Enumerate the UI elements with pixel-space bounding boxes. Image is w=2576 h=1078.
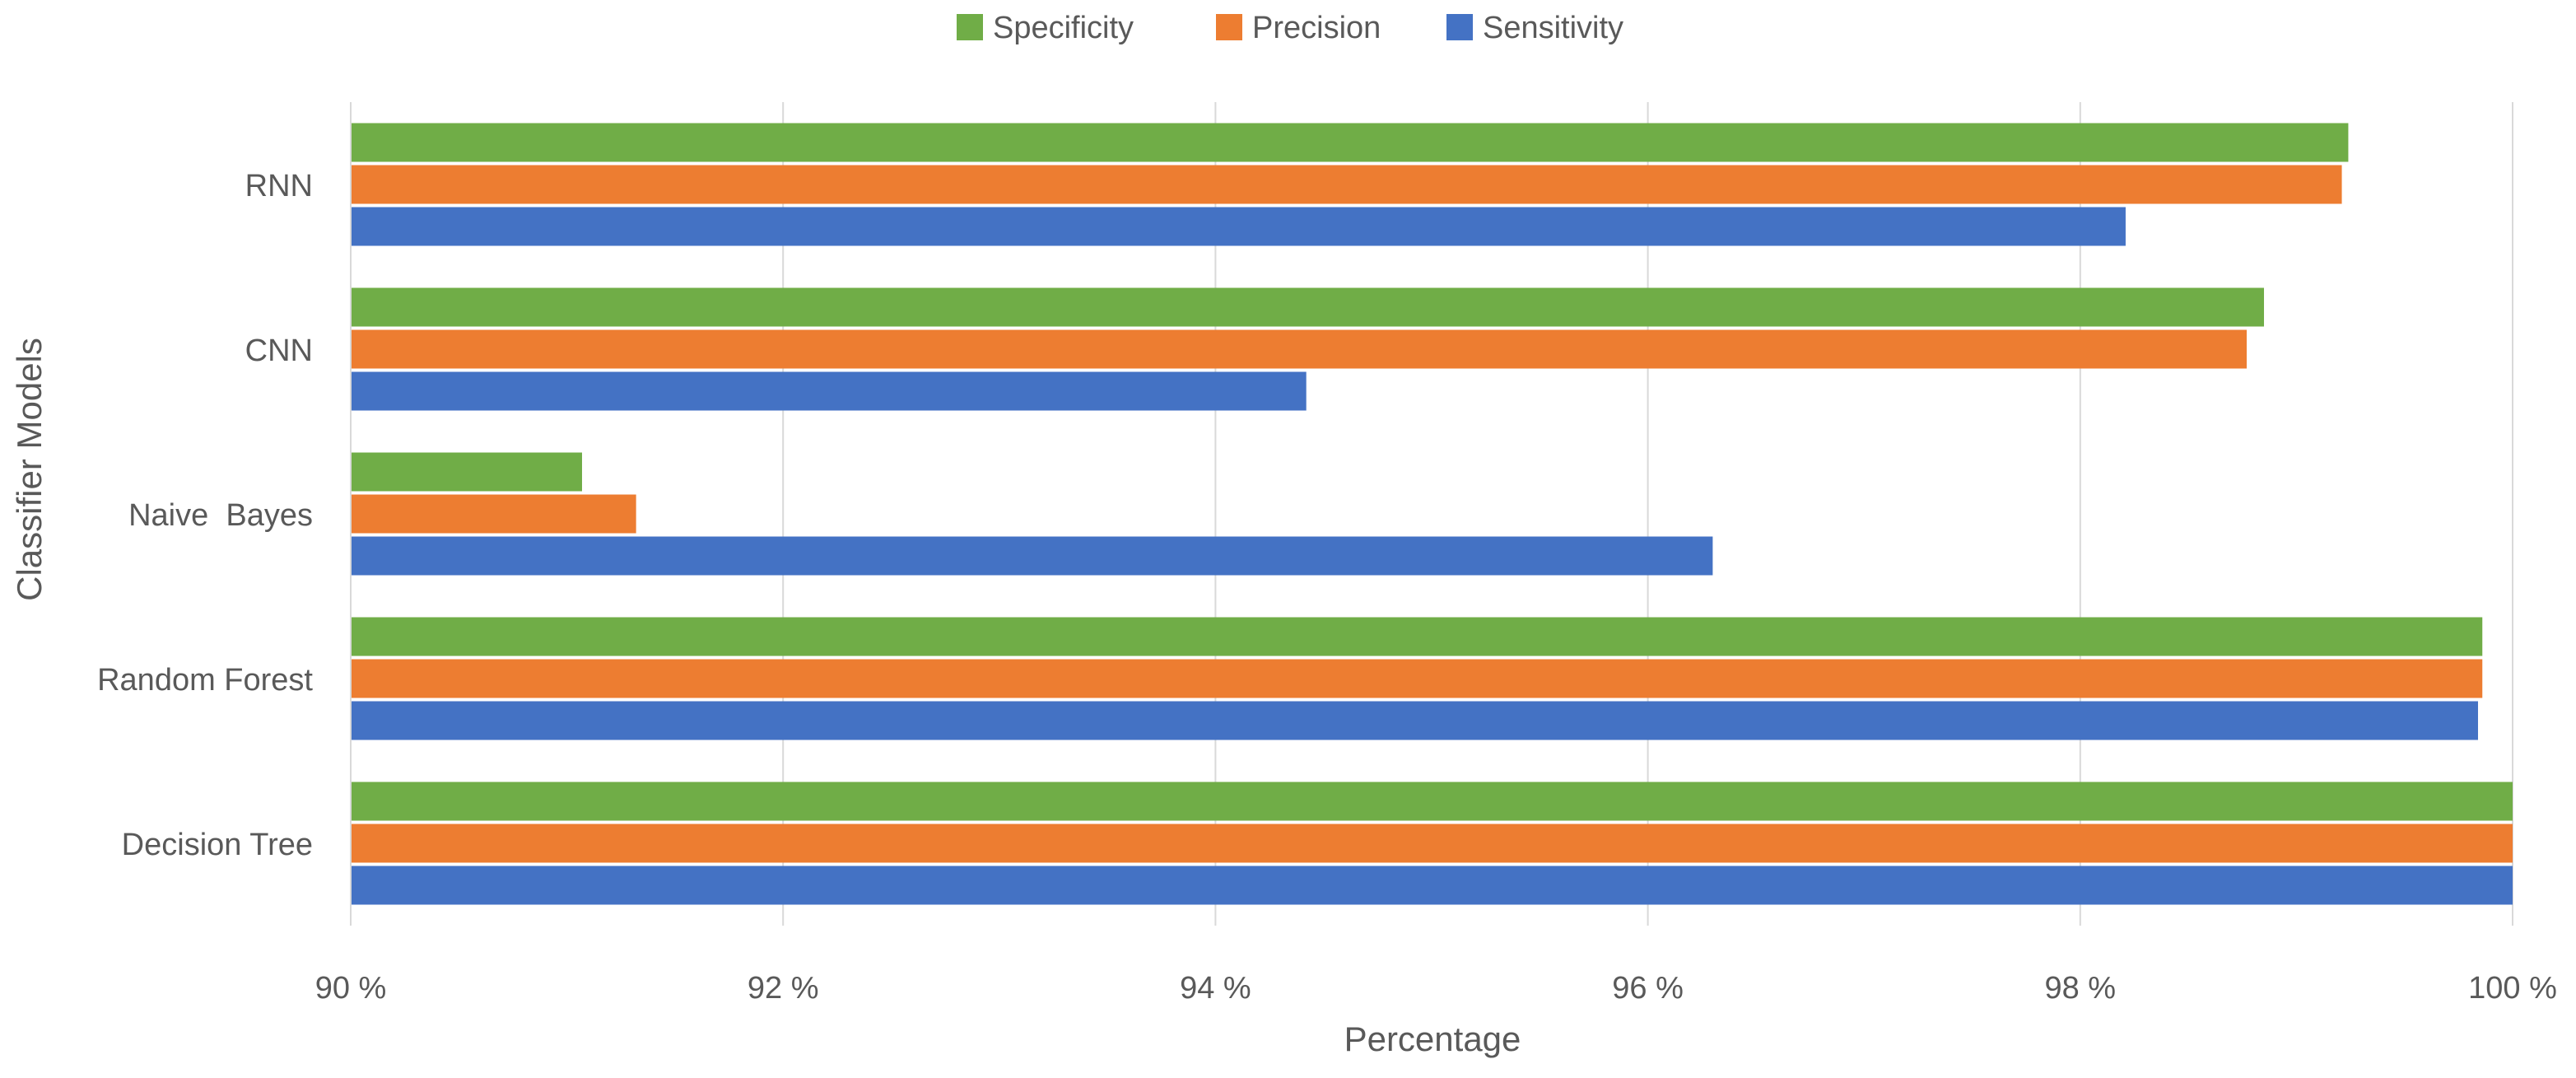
y-category-label: Random Forest [97,663,313,698]
x-tick-label: 100 % [2468,971,2557,1006]
x-tick-label: 90 % [315,971,387,1006]
y-category-label: Naive Bayes [128,498,313,533]
bar-specificity-decision-tree [351,782,2513,821]
bar-specificity-naive-bayes [351,452,582,492]
bar-specificity-cnn [351,287,2265,327]
y-category-label: CNN [245,334,313,368]
bar-sensitivity-random-forest [351,701,2478,740]
axes: 90 % 92 % 94 % 96 % 98 % 100 % RNN CNN Naive Bay… [97,102,2557,1006]
legend-label-specificity: Specificity [993,11,1134,45]
y-category-label: Decision Tree [122,828,313,862]
x-tick-label: 92 % [748,971,819,1006]
bar-sensitivity-rnn [351,207,2126,246]
legend-swatch-specificity [957,14,983,40]
bar-sensitivity-cnn [351,371,1307,411]
x-tick-label: 94 % [1180,971,1251,1006]
x-tick-label: 98 % [2044,971,2116,1006]
bar-precision-naive-bayes [351,494,636,534]
bar-precision-cnn [351,329,2248,369]
bar-precision-random-forest [351,659,2483,698]
y-axis-title: Classifier Models [10,338,49,601]
x-axis-title: Percentage [1344,1020,1521,1058]
legend-label-precision: Precision [1252,11,1381,45]
bar-specificity-rnn [351,123,2349,162]
bar-specificity-random-forest [351,617,2483,656]
bar-sensitivity-decision-tree [351,866,2513,905]
bar-precision-decision-tree [351,824,2513,863]
bars [351,123,2513,905]
legend-swatch-sensitivity [1446,14,1473,40]
legend-label-sensitivity: Sensitivity [1483,11,1623,45]
bar-precision-rnn [351,165,2342,204]
y-category-label: RNN [245,169,313,203]
x-tick-label: 96 % [1612,971,1684,1006]
bar-sensitivity-naive-bayes [351,536,1713,576]
legend: Specificity Precision Sensitivity [957,11,1623,45]
legend-swatch-precision [1216,14,1242,40]
